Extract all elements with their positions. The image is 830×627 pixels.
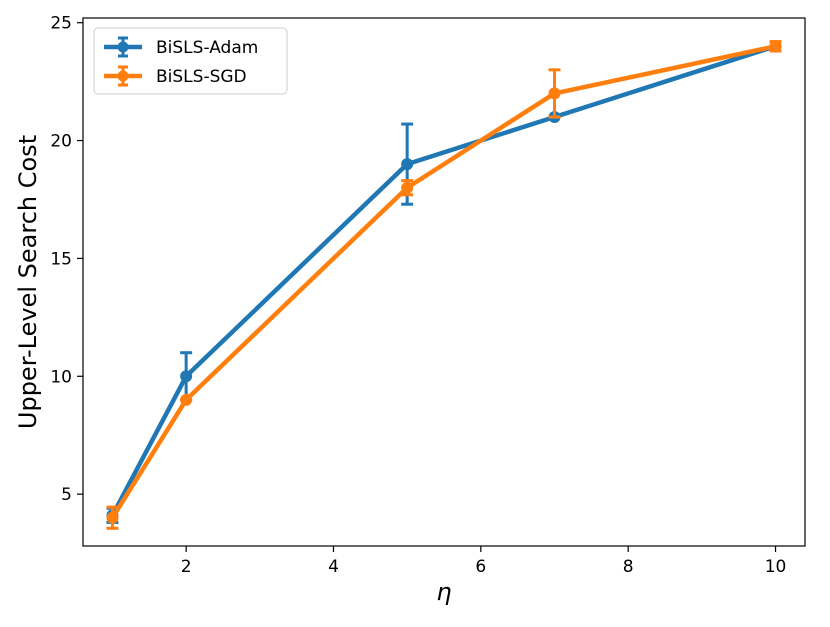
axes: 2 4 6 8 10 5 10 15 20 25: [50, 14, 806, 577]
series-line-bisls-sgd: [110, 44, 778, 520]
x-tick-label: 8: [623, 557, 634, 577]
y-tick-label: 20: [50, 132, 72, 152]
x-tick-label: 2: [181, 557, 192, 577]
legend-marker-bisls-adam: [117, 41, 129, 53]
data-point-bisls-adam: [180, 370, 193, 383]
series-line-bisls-adam: [110, 44, 778, 518]
y-tick-label: 15: [50, 249, 72, 269]
x-tick-label: 6: [475, 557, 486, 577]
data-point-bisls-sgd: [769, 40, 782, 53]
x-tick-label: 10: [765, 557, 787, 577]
y-tick-label: 5: [61, 485, 72, 505]
plot-area: [106, 40, 782, 530]
legend-marker-bisls-sgd: [117, 70, 129, 82]
legend-label-bisls-sgd: BiSLS-SGD: [156, 67, 247, 87]
y-tick-label: 25: [50, 14, 72, 34]
data-point-bisls-sgd: [548, 87, 561, 100]
plot-frame: [82, 17, 806, 547]
data-point-bisls-sgd: [401, 181, 414, 194]
y-axis-label: Upper-Level Search Cost: [14, 135, 42, 429]
x-axis-label: η: [436, 578, 451, 606]
legend-box: [93, 27, 288, 95]
legend: BiSLS-Adam BiSLS-SGD: [93, 27, 288, 95]
data-point-bisls-sgd: [180, 393, 193, 406]
data-point-bisls-sgd: [106, 511, 119, 524]
data-point-bisls-adam: [401, 158, 414, 171]
legend-label-bisls-adam: BiSLS-Adam: [156, 38, 258, 58]
x-tick-label: 4: [328, 557, 339, 577]
y-tick-label: 10: [50, 367, 72, 387]
